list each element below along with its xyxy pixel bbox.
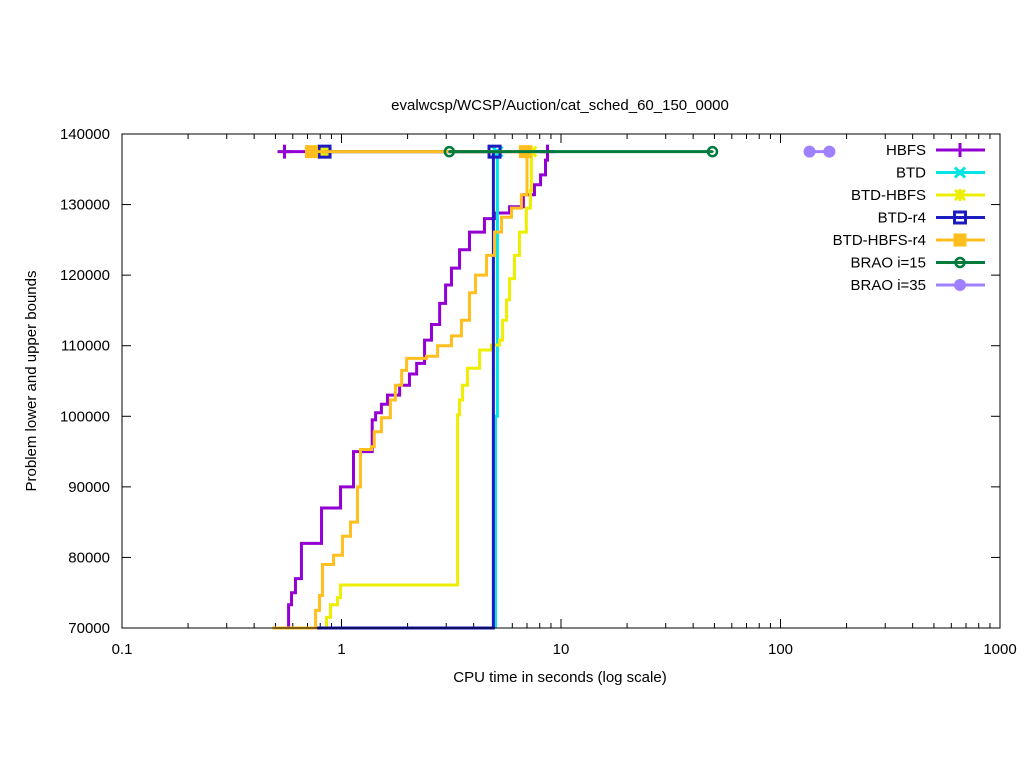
series-btd-r4 [316,144,502,630]
cross-marker [953,166,967,179]
open-circle-marker [706,145,719,158]
legend-item: BTD-HBFS-r4 [833,232,985,249]
x-tick-label: 1 [337,641,345,658]
plus-marker [953,143,967,157]
plot-border [121,133,1001,629]
filled-circle-marker [803,145,816,158]
lower-bound-line [324,150,533,630]
legend-item: BRAO i=35 [851,277,985,294]
legend: HBFS BTD BTD-HBFS BTD-r4 BTD-HBFS-r4 BRAO i=1… [833,142,985,294]
y-tick-label: 100000 [60,408,110,425]
y-tick-label: 140000 [60,126,110,143]
marker-shape [823,145,836,158]
axes: 0.1 1 10 100 1000 70000 80000 90000 100000 110000… [60,126,1017,658]
lower-bound-line [285,150,550,630]
marker-shape [954,256,966,269]
lower-bound-line [272,152,529,630]
marker-shape [953,210,967,225]
legend-label: BRAO i=15 [851,255,926,272]
y-tick-label: 70000 [68,620,110,637]
y-axis-label: Problem lower and upper bounds [23,271,40,492]
marker-dot [711,150,714,153]
plot-area [272,144,836,630]
open-circle-marker [954,256,966,269]
marker-shape [954,279,966,291]
x-tick-label: 1000 [983,641,1016,658]
filled-square-marker [953,233,967,247]
marker-shape [803,145,816,158]
filled-circle-marker [823,145,836,158]
legend-label: BTD-HBFS-r4 [833,232,926,249]
y-tick-label: 130000 [60,197,110,214]
legend-item: BRAO i=15 [851,255,985,272]
x-axis-label: CPU time in seconds (log scale) [453,669,666,686]
plus-marker [277,144,292,159]
filled-square-marker [304,145,318,159]
legend-label: BTD-r4 [878,210,926,227]
x-tick-label: 10 [553,641,570,658]
series-brao-i-35 [803,145,836,158]
open-square-marker [953,210,967,225]
legend-label: BTD [896,165,926,182]
open-circle-marker [443,145,456,158]
marker-dot [448,150,451,153]
marker-dot [958,261,962,264]
legend-item: HBFS [886,142,985,159]
y-tick-label: 80000 [68,549,110,566]
x-tick-label: 0.1 [112,641,133,658]
legend-item: BTD-r4 [878,210,985,227]
x-tick-label: 100 [768,641,793,658]
chart-title: evalwcsp/WCSP/Auction/cat_sched_60_150_0… [391,97,729,114]
legend-label: HBFS [886,142,926,159]
legend-label: BRAO i=35 [851,277,926,294]
marker-shape [706,145,719,158]
y-tick-label: 90000 [68,479,110,496]
series-brao-i-15 [443,145,719,158]
marker-shape [304,145,318,159]
marker-stroke [953,166,967,179]
legend-item: BTD [896,165,985,182]
y-tick-label: 110000 [61,338,110,355]
star-marker [953,188,967,202]
lower-bound-line [493,151,499,628]
marker-shape [443,145,456,158]
legend-label: BTD-HBFS [851,187,926,204]
legend-item: BTD-HBFS [851,187,985,204]
y-tick-label: 120000 [60,267,110,284]
marker-shape [953,233,967,247]
filled-circle-marker [954,279,966,291]
